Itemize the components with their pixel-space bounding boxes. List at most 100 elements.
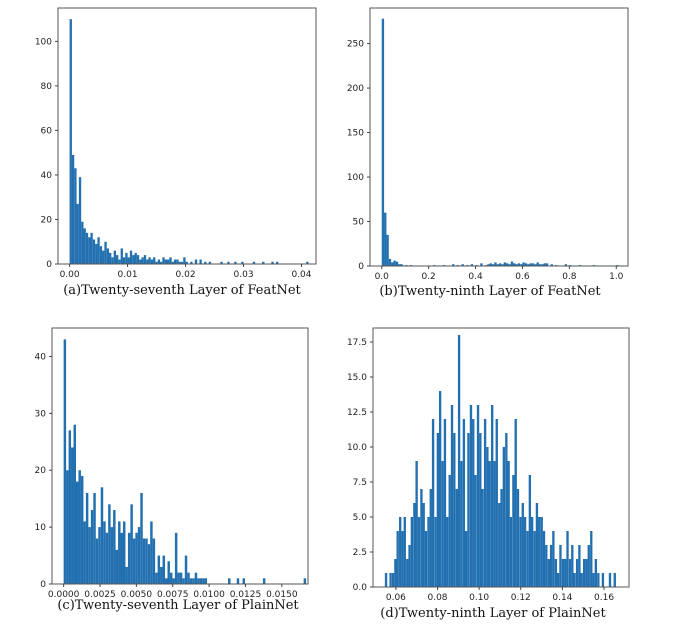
histogram-bar xyxy=(150,521,153,584)
histogram-bar xyxy=(153,257,156,264)
histogram-bar xyxy=(148,257,151,264)
histogram-bar xyxy=(118,259,121,264)
histogram-bar xyxy=(136,255,140,264)
histogram-bar xyxy=(460,461,463,587)
x-tick-label: 0.0 xyxy=(375,272,390,282)
histogram-bar xyxy=(420,489,423,587)
histogram-bar xyxy=(271,261,274,264)
y-tick-label: 15.0 xyxy=(347,373,367,383)
histogram-bar xyxy=(401,531,404,587)
histogram-bar xyxy=(506,263,509,266)
x-tick-label: 0.04 xyxy=(291,270,311,280)
histogram-bar xyxy=(85,492,89,584)
histogram-bar xyxy=(137,527,141,584)
histogram-c: 0 10 20 30 40 0.0000 0.0025 0.0050 0.0075 0.0100 0… xyxy=(35,327,309,600)
plot-frame xyxy=(57,7,317,265)
histogram-bar xyxy=(481,489,484,587)
histogram-bar xyxy=(462,419,466,587)
histogram-bar xyxy=(95,538,99,584)
histogram-b: 0 50 100 150 200 250 0.0 0.2 0.4 0.6 0.8 1.0 xyxy=(347,7,629,282)
histogram-bar xyxy=(187,572,190,584)
histogram-bar xyxy=(135,532,138,584)
histogram-bar xyxy=(533,531,536,587)
x-tick-label: 0.14 xyxy=(552,593,572,603)
histogram-bar xyxy=(393,260,396,266)
y-tick-label: 12.5 xyxy=(347,408,367,418)
histogram-bar xyxy=(441,461,444,587)
histogram-bar xyxy=(162,257,165,264)
histogram-bar xyxy=(241,261,244,264)
histogram-bar xyxy=(499,263,502,266)
histogram-bar xyxy=(536,262,539,266)
y-tick-label: 40 xyxy=(35,352,47,362)
histogram-bar xyxy=(81,221,84,264)
histogram-bar xyxy=(543,263,546,266)
y-tick-label: 10.0 xyxy=(347,443,367,453)
histogram-bar xyxy=(395,261,399,266)
histogram-bar xyxy=(167,259,170,264)
caption-c: (c)Twenty-seventh Layer of PlainNet xyxy=(57,598,299,613)
histogram-bar xyxy=(73,424,76,584)
histogram-bar xyxy=(120,248,123,264)
histogram-bar xyxy=(122,521,126,584)
histogram-bar xyxy=(452,264,455,266)
histogram-bar xyxy=(113,510,116,584)
histogram-bar xyxy=(63,339,67,584)
x-tick-label: 0.0025 xyxy=(84,590,116,600)
y-tick-label: 20 xyxy=(41,215,53,225)
histogram-bar xyxy=(386,234,389,266)
histogram-bar xyxy=(498,503,501,587)
histogram-bar xyxy=(400,264,403,266)
histogram-bar xyxy=(108,504,111,584)
x-tick-label: 0.16 xyxy=(594,593,614,603)
histogram-bar xyxy=(479,433,482,587)
histogram-bar xyxy=(160,261,163,264)
histogram-bar xyxy=(127,257,130,264)
histogram-bar xyxy=(486,447,489,587)
histogram-bar xyxy=(125,566,128,584)
x-tick-label: 0.0075 xyxy=(157,590,189,600)
x-tick-label: 0.0125 xyxy=(230,590,261,600)
histogram-bar xyxy=(88,237,91,264)
histogram-bar xyxy=(202,578,205,584)
histogram-bar xyxy=(467,433,470,587)
caption-a: (a)Twenty-seventh Layer of FeatNet xyxy=(63,283,301,298)
histogram-bar xyxy=(192,578,195,584)
histogram-bar xyxy=(391,262,394,266)
histogram-bar xyxy=(564,559,567,587)
y-tick-label: 80 xyxy=(41,82,53,92)
histogram-bar xyxy=(549,545,553,587)
histogram-bar xyxy=(115,255,119,264)
histogram-bar xyxy=(535,503,539,587)
y-tick-label: 40 xyxy=(41,171,53,181)
y-tick-label: 20 xyxy=(35,466,47,476)
histogram-bar xyxy=(381,18,385,267)
x-tick-label: 0.0050 xyxy=(121,590,153,600)
histogram-bar xyxy=(384,212,387,266)
histogram-bar xyxy=(470,264,474,266)
histogram-bar xyxy=(491,264,495,266)
histogram-bar xyxy=(197,578,200,584)
histogram-bar xyxy=(389,573,392,587)
histogram-bar xyxy=(194,572,198,584)
histogram-bar xyxy=(180,261,184,264)
x-tick-label: 0.12 xyxy=(511,593,531,603)
histogram-bar xyxy=(559,545,562,587)
histogram-bar xyxy=(141,257,144,264)
histogram-bar xyxy=(422,503,425,587)
histogram-bar xyxy=(587,545,590,587)
histogram-bar xyxy=(83,521,86,584)
histogram-bar xyxy=(431,419,435,587)
x-tick-label: 0.06 xyxy=(386,593,406,603)
histogram-bar xyxy=(199,578,203,584)
histogram-bar xyxy=(415,461,418,587)
histogram-bar xyxy=(76,203,79,264)
histogram-bar xyxy=(69,19,72,264)
histogram-bar xyxy=(455,489,458,587)
histogram-bar xyxy=(406,559,409,587)
histogram-bar xyxy=(545,545,548,587)
histogram-bar xyxy=(526,531,529,587)
histogram-bar xyxy=(71,447,74,584)
histogram-bar xyxy=(519,517,522,587)
histogram-bar xyxy=(110,527,114,584)
